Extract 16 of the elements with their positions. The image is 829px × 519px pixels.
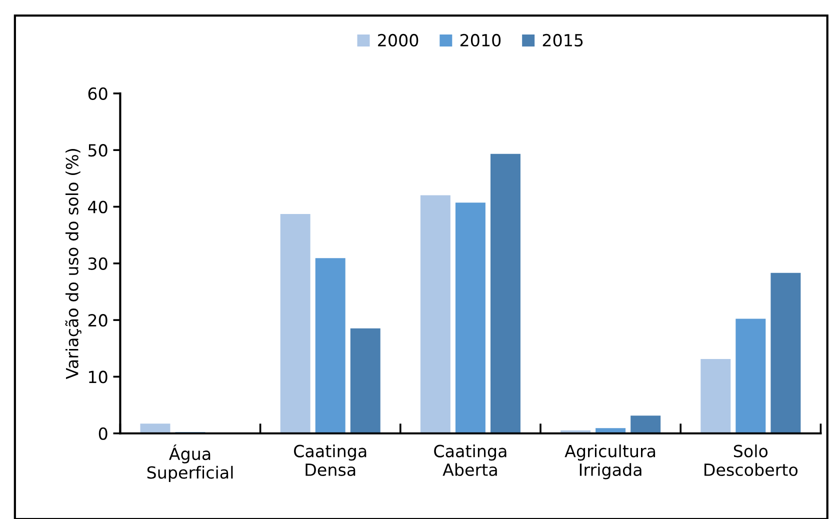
legend-label: 2000 bbox=[378, 34, 418, 47]
y-tick-label: 0 bbox=[98, 427, 108, 440]
x-tick-label: Caatinga Aberta bbox=[434, 444, 506, 476]
y-tick-label: 10 bbox=[89, 370, 108, 384]
y-tick-label: 60 bbox=[88, 87, 108, 100]
x-tick-label: Caatinga Densa bbox=[294, 444, 366, 476]
x-tick-label: Solo Descoberto bbox=[704, 444, 798, 476]
x-tick-label: Agricultura Irrigada bbox=[564, 444, 656, 480]
legend-label: 2010 bbox=[460, 34, 501, 47]
y-tick-label: 30 bbox=[88, 257, 108, 270]
y-tick-label: 50 bbox=[88, 144, 108, 157]
y-axis-title: Variação do uso do solo (%) bbox=[65, 149, 82, 380]
y-tick-label: 20 bbox=[88, 314, 108, 327]
x-tick-label: Água Superficial bbox=[147, 444, 233, 482]
y-tick-label: 40 bbox=[88, 200, 108, 214]
legend-label: 2015 bbox=[542, 34, 583, 47]
